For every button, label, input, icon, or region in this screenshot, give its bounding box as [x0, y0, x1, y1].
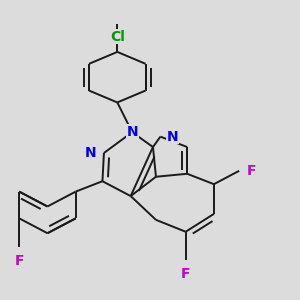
Text: F: F	[181, 267, 190, 281]
Text: F: F	[247, 164, 256, 178]
Text: Cl: Cl	[110, 30, 125, 44]
Text: N: N	[166, 130, 178, 144]
Text: F: F	[14, 254, 24, 268]
Text: N: N	[85, 146, 97, 160]
Text: N: N	[126, 125, 138, 139]
